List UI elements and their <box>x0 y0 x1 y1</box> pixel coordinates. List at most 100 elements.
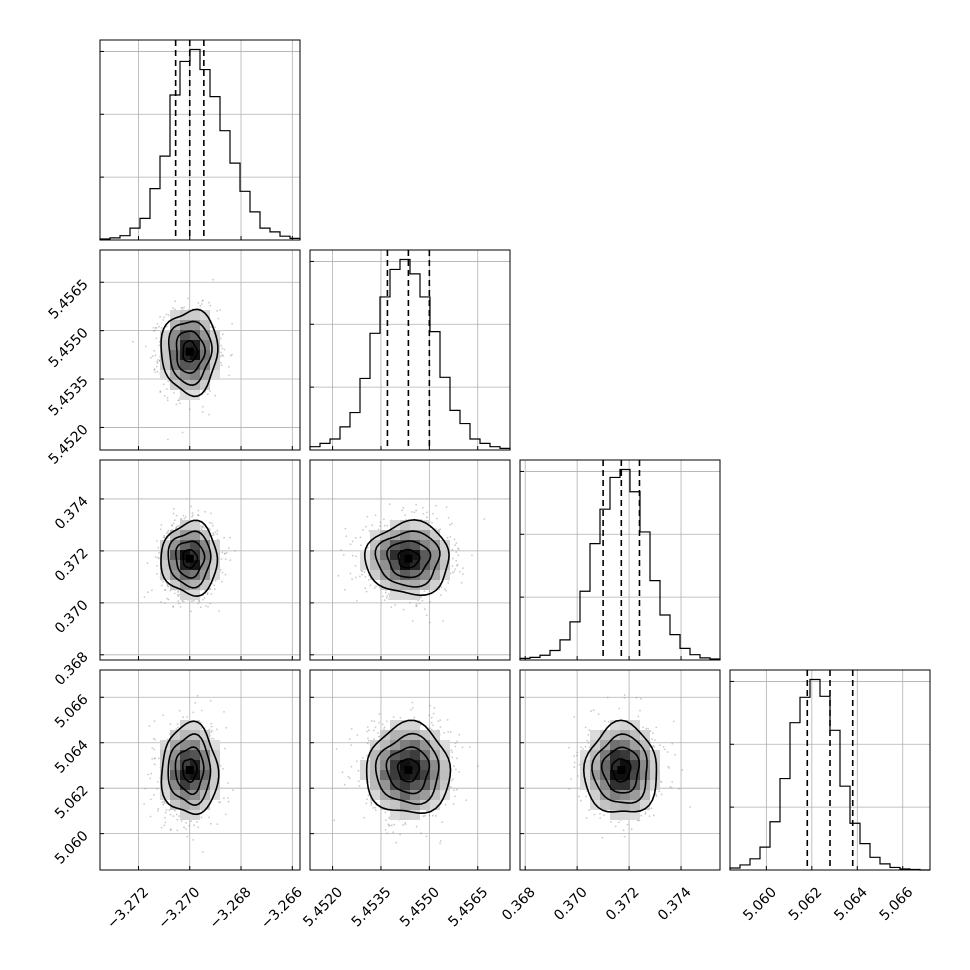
sample-point <box>227 782 229 784</box>
sample-point <box>455 788 458 791</box>
sample-point <box>163 536 166 539</box>
sample-point <box>153 349 156 352</box>
sample-point <box>177 600 180 602</box>
sample-point <box>197 826 200 829</box>
sample-point <box>174 300 177 303</box>
sample-point <box>160 826 163 829</box>
sample-point <box>182 600 185 603</box>
sample-point <box>428 590 431 593</box>
sample-point <box>181 306 184 309</box>
sample-point <box>350 728 353 730</box>
sample-point <box>167 380 170 383</box>
sample-point <box>202 598 204 601</box>
sample-point <box>186 835 189 838</box>
density-cell <box>200 340 210 350</box>
sample-point <box>178 709 181 712</box>
density-cell <box>190 540 200 550</box>
sample-point <box>432 512 434 515</box>
sample-point <box>210 731 213 733</box>
sample-point <box>175 527 178 530</box>
sample-point <box>366 515 369 518</box>
sample-point <box>196 821 198 823</box>
sample-point <box>151 589 153 592</box>
y-tick-label: 5.4550 <box>46 325 92 371</box>
density-cell <box>160 560 170 570</box>
contour-level-2 <box>374 530 441 588</box>
sample-point <box>194 702 197 704</box>
y-tick-label: 5.062 <box>52 783 92 823</box>
density-cell <box>180 390 190 400</box>
sample-point <box>202 525 205 527</box>
density-cell <box>410 550 420 560</box>
sample-point <box>158 557 160 560</box>
sample-point <box>379 525 381 527</box>
sample-point <box>167 529 170 532</box>
sample-point <box>165 809 168 811</box>
y-tick-label: 0.370 <box>52 597 92 637</box>
x-tick-label: −3.266 <box>258 884 306 932</box>
sample-point <box>390 606 393 608</box>
sample-point <box>160 528 162 531</box>
density-cell <box>200 330 210 340</box>
sample-point <box>167 598 170 601</box>
sample-point <box>447 582 450 584</box>
sample-point <box>423 590 426 592</box>
sample-point <box>159 390 162 393</box>
sample-point <box>216 309 218 312</box>
sample-point <box>220 351 223 354</box>
sample-point <box>165 388 168 390</box>
sample-point <box>163 802 166 804</box>
sample-point <box>209 304 212 307</box>
sample-point <box>156 360 158 363</box>
sample-point <box>166 597 169 600</box>
sample-point <box>225 726 228 729</box>
sample-point <box>203 597 206 599</box>
histogram-panel-p2 <box>519 459 721 661</box>
sample-point <box>166 532 168 535</box>
sample-point <box>213 533 215 536</box>
sample-point <box>216 533 219 535</box>
density-cell <box>430 550 440 560</box>
sample-point <box>200 303 203 305</box>
sample-point <box>455 551 458 553</box>
sample-point <box>365 590 368 593</box>
sample-point <box>200 816 203 819</box>
sample-point <box>180 518 183 521</box>
sample-point <box>423 608 426 611</box>
density-cell <box>430 540 440 550</box>
sample-point <box>337 574 340 577</box>
density-cell <box>190 310 200 320</box>
sample-point <box>191 600 193 603</box>
sample-point <box>151 758 154 760</box>
density-cell <box>370 570 380 580</box>
contour-level-2 <box>167 530 212 589</box>
density-cell <box>160 760 170 770</box>
sample-point <box>219 361 222 364</box>
sample-point <box>386 524 389 527</box>
sample-point <box>176 829 179 832</box>
sample-point <box>177 591 179 593</box>
density-cell <box>210 560 220 570</box>
sample-point <box>160 327 163 329</box>
sample-point <box>435 504 437 507</box>
sample-point <box>176 593 179 596</box>
density-cell <box>180 320 190 330</box>
density-cell <box>380 580 390 590</box>
sample-point <box>198 599 200 602</box>
sample-point <box>210 737 213 740</box>
sample-point <box>166 583 169 586</box>
density-cell <box>160 350 170 360</box>
sample-point <box>163 316 166 319</box>
sample-point <box>154 371 157 373</box>
sample-point <box>426 511 428 514</box>
sample-point <box>368 530 371 532</box>
contour-level-1 <box>174 540 206 579</box>
sample-point <box>216 529 219 532</box>
sample-point <box>384 591 387 594</box>
sample-point <box>456 563 459 566</box>
sample-point <box>199 304 202 307</box>
sample-point <box>190 820 193 823</box>
sample-point <box>452 778 454 780</box>
y-tick-label: 5.066 <box>52 692 92 732</box>
sample-point <box>144 787 147 790</box>
